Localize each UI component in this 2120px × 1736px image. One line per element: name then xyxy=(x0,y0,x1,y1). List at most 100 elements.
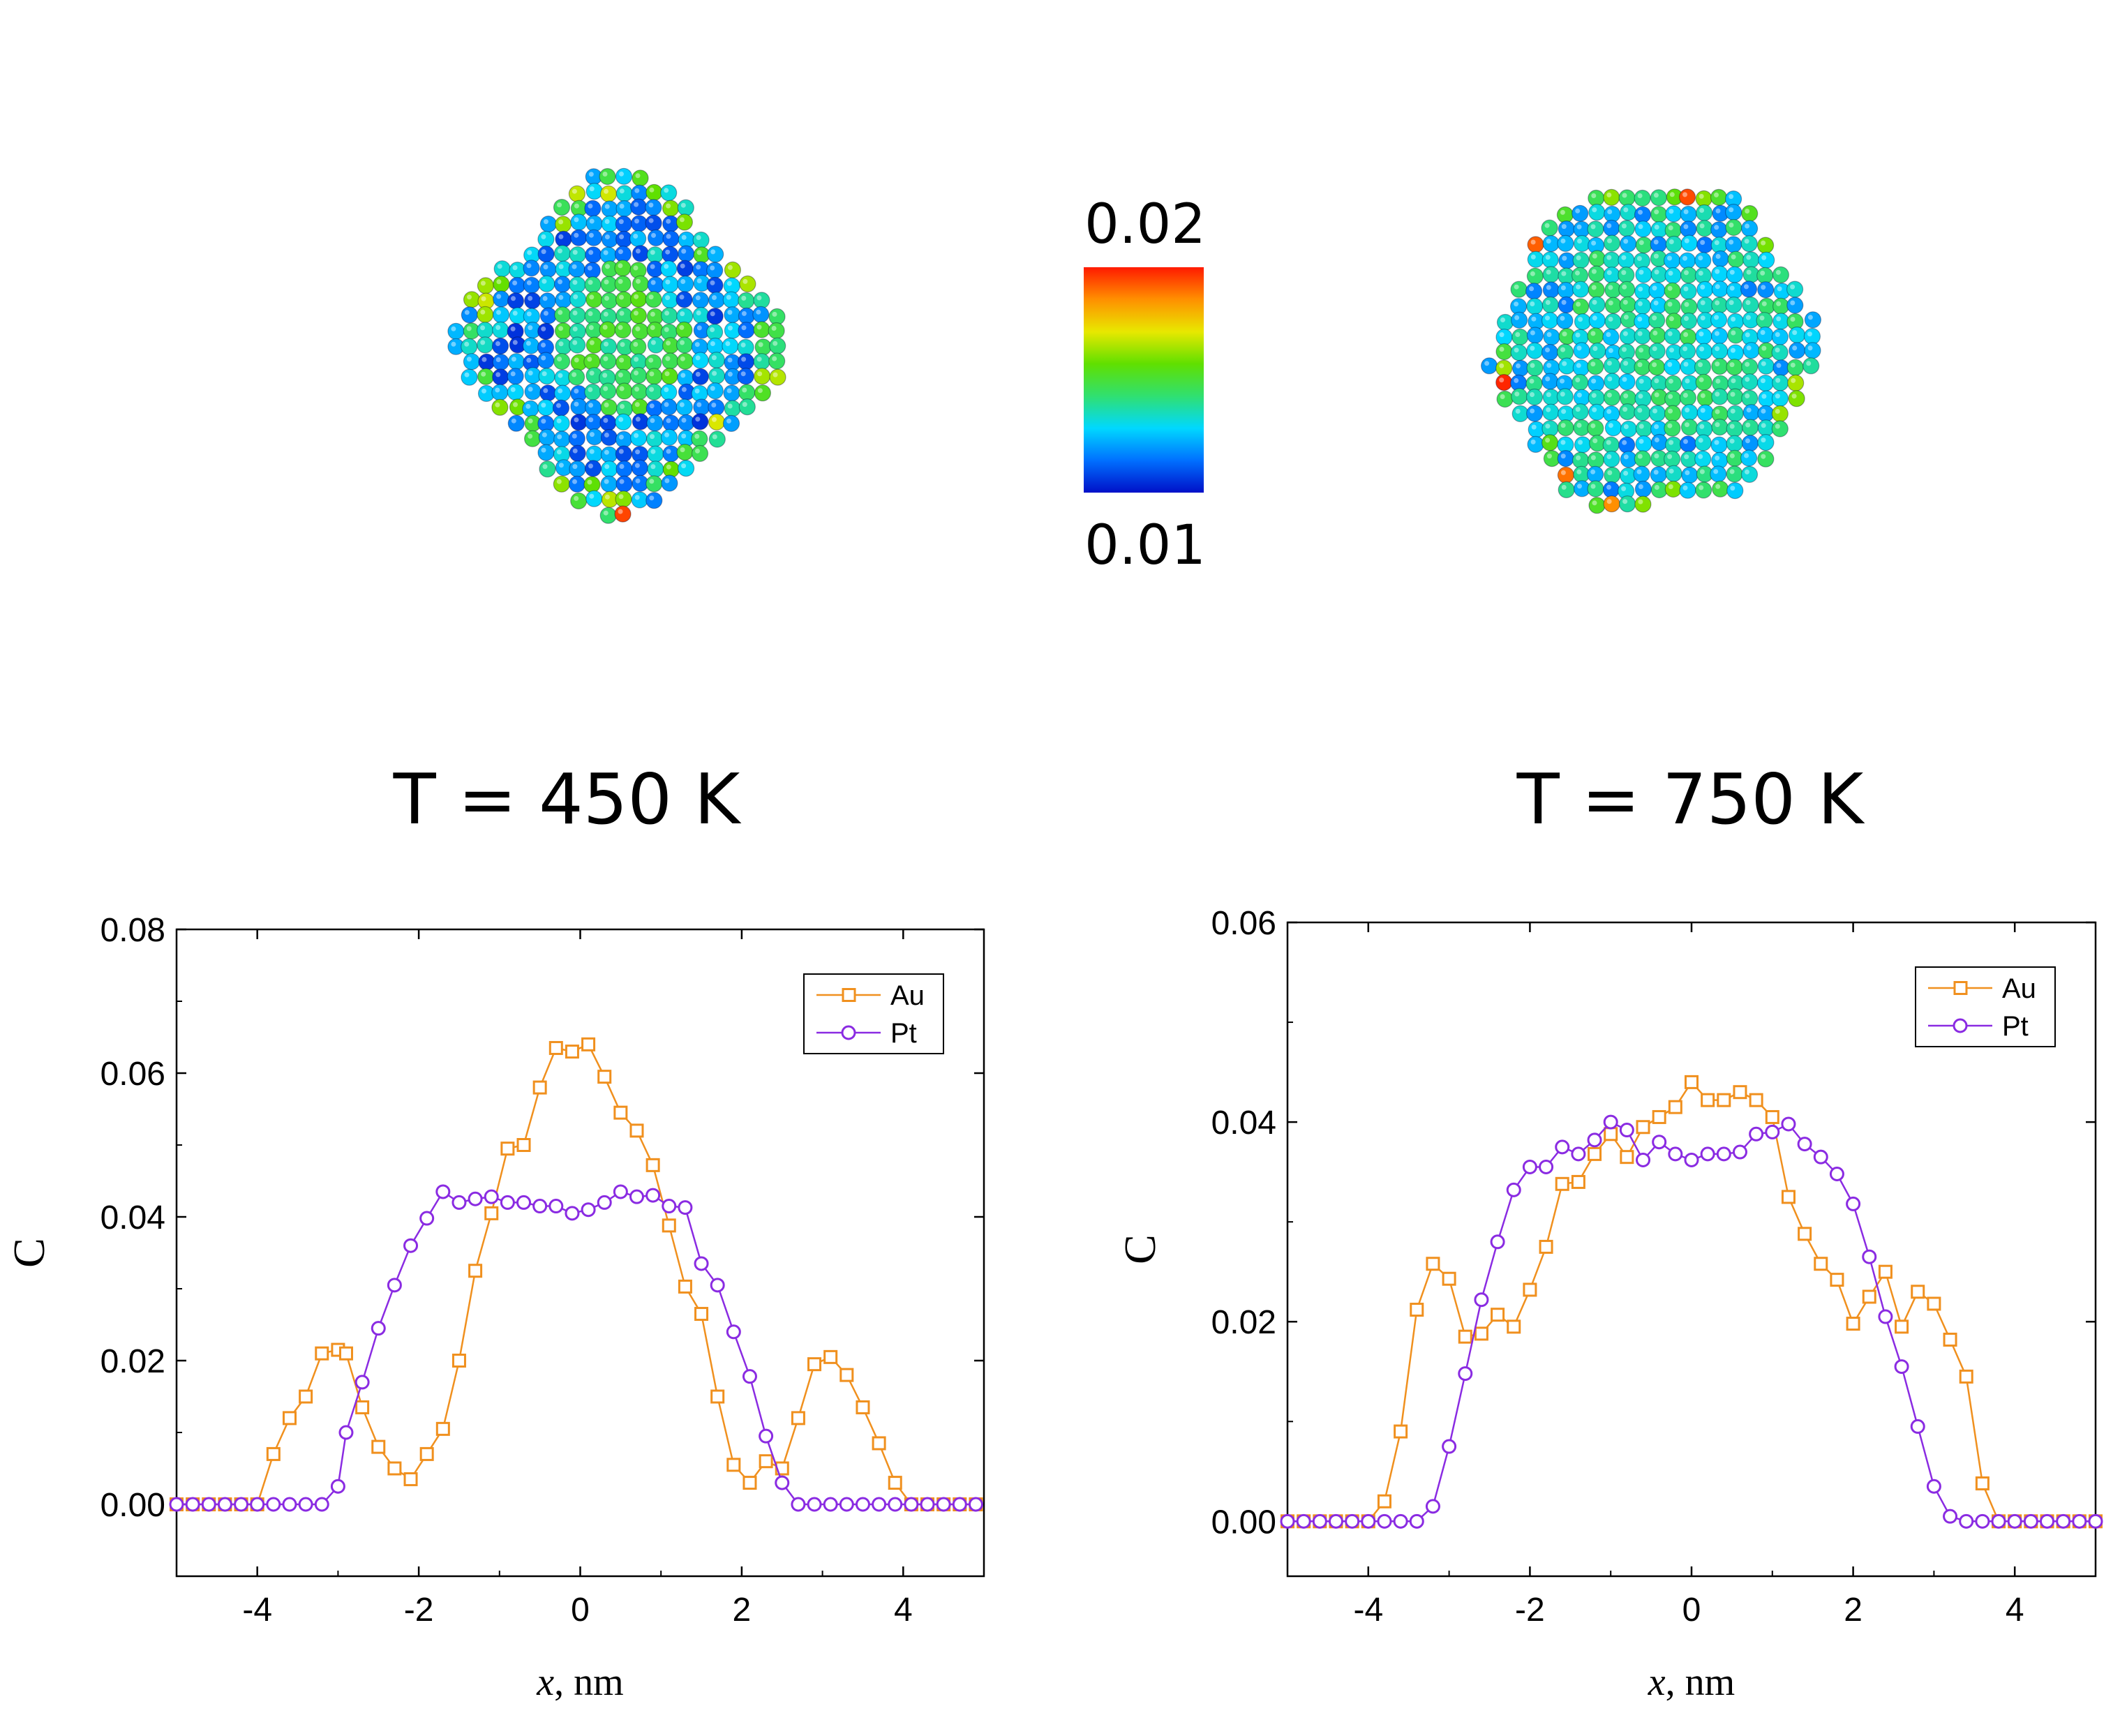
atom-sphere xyxy=(1694,450,1712,467)
data-point-au xyxy=(1717,1093,1731,1107)
atom-highlight xyxy=(541,343,546,347)
atom-sphere xyxy=(1634,297,1651,315)
legend-box xyxy=(803,973,944,1054)
atom-highlight xyxy=(1561,484,1567,490)
atom-sphere xyxy=(677,459,695,477)
atom-sphere xyxy=(738,384,756,401)
atom-sphere xyxy=(492,306,510,324)
atom-sphere xyxy=(478,353,495,371)
atom-highlight xyxy=(1669,209,1674,214)
atom-sphere xyxy=(522,337,540,354)
atom-sphere xyxy=(584,276,602,294)
atom-sphere xyxy=(1726,435,1743,452)
atom-sphere xyxy=(569,290,587,308)
atom-highlight xyxy=(712,295,717,300)
atom-highlight xyxy=(696,402,702,407)
atom-sphere xyxy=(492,368,509,386)
atom-highlight xyxy=(666,418,671,424)
data-point-pt xyxy=(1425,1499,1440,1514)
atom-sphere xyxy=(599,507,617,524)
atom-highlight xyxy=(1760,330,1766,335)
atom-sphere xyxy=(662,246,679,263)
atom-sphere xyxy=(645,430,664,448)
atom-highlight xyxy=(602,373,608,378)
atom-highlight xyxy=(694,342,700,347)
atom-sphere xyxy=(1634,450,1651,467)
atom-sphere xyxy=(1740,449,1758,467)
atom-sphere xyxy=(1741,358,1759,375)
atom-sphere xyxy=(1603,267,1620,284)
atom-sphere xyxy=(722,414,740,433)
atom-highlight xyxy=(681,248,687,254)
atom-sphere xyxy=(1772,359,1790,377)
atom-highlight xyxy=(1637,407,1643,413)
atom-highlight xyxy=(1622,499,1628,504)
atom-highlight xyxy=(1590,331,1596,336)
atom-highlight xyxy=(1667,454,1673,459)
atom-highlight xyxy=(618,324,623,330)
atom-sphere xyxy=(507,292,525,310)
atom-sphere xyxy=(1587,465,1604,483)
atom-highlight xyxy=(603,250,609,255)
atom-sphere xyxy=(477,368,495,385)
atom-highlight xyxy=(604,234,610,239)
atom-sphere xyxy=(569,460,586,478)
atom-highlight xyxy=(695,448,700,454)
y-axis-title: C xyxy=(4,1238,54,1268)
atom-sphere xyxy=(1526,359,1544,377)
atom-highlight xyxy=(618,249,623,255)
atom-sphere xyxy=(738,322,755,339)
atom-sphere xyxy=(753,368,771,385)
atom-sphere xyxy=(1634,220,1652,238)
atom-highlight xyxy=(1546,332,1552,337)
atom-highlight xyxy=(1607,238,1612,244)
atom-highlight xyxy=(1575,208,1581,214)
atom-highlight xyxy=(619,310,625,316)
atom-sphere xyxy=(662,230,680,248)
atom-highlight xyxy=(1530,254,1536,260)
atom-highlight xyxy=(605,264,610,269)
atom-sphere xyxy=(1742,419,1759,436)
atom-highlight xyxy=(1637,454,1643,459)
atom-highlight xyxy=(756,324,762,330)
atom-highlight xyxy=(618,278,623,284)
atom-highlight xyxy=(1590,224,1596,230)
data-point-pt xyxy=(1474,1292,1489,1308)
atom-highlight xyxy=(1759,315,1765,321)
x-tick-label: 2 xyxy=(1844,1592,1863,1629)
atom-highlight xyxy=(1623,454,1629,460)
atom-sphere xyxy=(1558,252,1576,269)
atom-highlight xyxy=(1592,299,1597,305)
atom-sphere xyxy=(1664,267,1682,285)
atom-sphere xyxy=(1725,218,1742,237)
atom-highlight xyxy=(1561,224,1567,230)
atom-highlight xyxy=(557,248,562,254)
atom-highlight xyxy=(634,218,639,224)
atom-sphere xyxy=(1526,297,1544,315)
atom-sphere xyxy=(1727,327,1745,344)
atom-sphere xyxy=(1710,465,1727,483)
atom-highlight xyxy=(1682,485,1688,491)
atom-highlight xyxy=(650,311,655,317)
atom-highlight xyxy=(587,265,592,271)
atom-highlight xyxy=(1545,376,1551,382)
atom-sphere xyxy=(584,200,602,217)
atom-sphere xyxy=(493,276,510,293)
atom-highlight xyxy=(1652,315,1657,321)
atom-highlight xyxy=(1515,408,1521,414)
atom-highlight xyxy=(497,264,502,269)
atom-highlight xyxy=(1730,347,1735,353)
atom-highlight xyxy=(1715,254,1721,259)
atom-highlight xyxy=(633,342,639,347)
atom-highlight xyxy=(1592,207,1597,213)
data-point-pt xyxy=(1587,1132,1602,1148)
atom-highlight xyxy=(1699,469,1705,474)
atom-highlight xyxy=(1669,192,1675,197)
atom-sphere xyxy=(600,292,618,310)
data-point-pt xyxy=(904,1497,919,1512)
atom-sphere xyxy=(1648,343,1666,360)
atom-highlight xyxy=(648,294,654,300)
atom-sphere xyxy=(615,460,633,478)
data-point-pt xyxy=(726,1324,741,1340)
